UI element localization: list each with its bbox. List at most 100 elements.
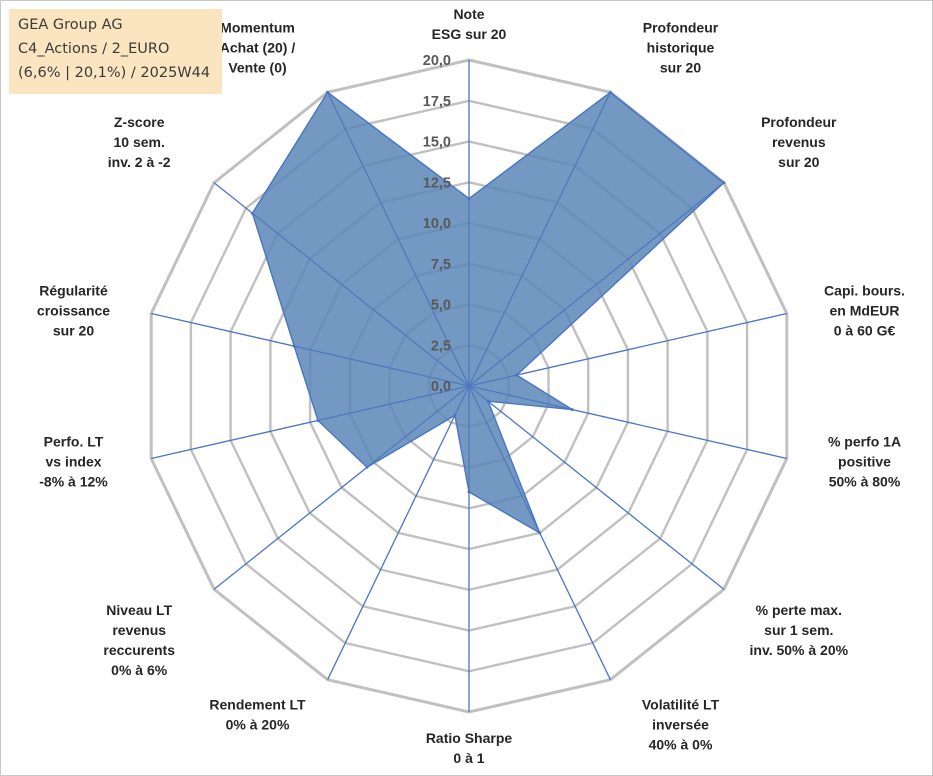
axis-label-line: 50% à 80% (829, 474, 901, 490)
series-spoke-13 (327, 92, 470, 387)
axis-label-line: Vente (0) (228, 60, 286, 76)
axis-label-line: -8% à 12% (39, 474, 108, 490)
axis-label-3: Capi. bours. en MdEUR 0 à 60 G€ (824, 282, 905, 338)
series-spoke-2 (468, 182, 725, 387)
data-point-2 (722, 181, 726, 185)
tick-label-6: 15,0 (423, 135, 451, 151)
tick-label-2: 5,0 (431, 298, 451, 314)
series-spoke-6 (468, 385, 541, 534)
series-spoke-5 (468, 385, 489, 402)
series-spoke-10 (317, 385, 470, 421)
tick-label-8: 20,0 (423, 53, 451, 69)
axis-spoke-8 (327, 385, 470, 680)
company-name: GEA Group AG (18, 17, 123, 33)
axis-label-line: 0 à 1 (453, 750, 484, 766)
axis-label-line: 10 sem. (114, 134, 165, 150)
axis-label-line: 40% à 0% (649, 736, 713, 752)
data-point-13 (326, 90, 330, 94)
axis-label-line: 0 à 60 G€ (834, 322, 896, 338)
axis-label-10: Perfo. LT vs index -8% à 12% (39, 434, 108, 490)
axis-label-line: Ratio Sharpe (426, 730, 513, 746)
axis-label-line: inversée (652, 716, 709, 732)
series-spoke-3 (468, 374, 517, 387)
data-point-4 (570, 408, 574, 412)
axis-label-line: 0% à 6% (111, 662, 168, 678)
axis-label-1: Profondeur historique sur 20 (643, 20, 719, 76)
axis-label-line: Achat (20) / (220, 40, 296, 56)
data-point-8 (453, 413, 457, 417)
tick-label-4: 10,0 (423, 216, 451, 232)
data-point-3 (515, 373, 519, 377)
radar-axis-labels: Note ESG sur 20 Profondeur historique sur 20… (37, 6, 905, 766)
axis-label-line: revenus (112, 622, 166, 638)
tick-label-3: 7,5 (431, 257, 451, 273)
axis-label-line: % perte max. (756, 602, 842, 618)
axis-label-line: Profondeur (761, 114, 837, 130)
data-point-0 (467, 197, 471, 201)
axis-label-line: inv. 2 à -2 (108, 154, 171, 170)
axis-label-0: Note ESG sur 20 (432, 6, 507, 42)
axis-label-line: en MdEUR (830, 302, 900, 318)
axis-label-line: sur 1 sem. (764, 622, 833, 638)
axis-label-line: revenus (772, 134, 826, 150)
axis-label-2: Profondeur revenus sur 20 (761, 114, 837, 170)
axis-spoke-3 (468, 312, 787, 387)
axis-label-7: Ratio Sharpe 0 à 1 (426, 730, 513, 766)
axis-label-line: Rendement LT (209, 696, 306, 712)
data-point-6 (538, 531, 542, 535)
tick-label-0: 0,0 (431, 379, 451, 395)
axis-label-8: Rendement LT 0% à 20% (209, 696, 306, 732)
data-point-5 (486, 399, 490, 403)
tick-label-1: 2,5 (431, 338, 451, 354)
info-box: GEA Group AG C4_Actions / 2_EURO (6,6% |… (9, 9, 222, 94)
series-spoke-11 (294, 345, 470, 387)
axis-label-line: Z-score (114, 114, 165, 130)
series-spoke-4 (468, 385, 573, 411)
axis-label-line: Volatilité LT (642, 696, 720, 712)
axis-label-line: Note (453, 6, 484, 22)
axis-label-line: Profondeur (643, 20, 719, 36)
axis-label-line: Momentum (220, 20, 295, 36)
axis-label-line: sur 20 (660, 60, 701, 76)
axis-label-line: sur 20 (53, 322, 94, 338)
series-spoke-1 (468, 92, 611, 387)
axis-label-13: Momentum Achat (20) / Vente (0) (220, 20, 296, 76)
axis-label-4: % perfo 1A positive 50% à 80% (828, 434, 901, 490)
data-point-9 (365, 465, 369, 469)
axis-label-line: sur 20 (778, 154, 819, 170)
portfolio-name: C4_Actions / 2_EURO (18, 41, 170, 57)
axis-label-line: Régularité (39, 282, 108, 298)
axis-label-line: historique (647, 40, 715, 56)
axis-spoke-5 (468, 385, 725, 590)
axis-label-11: Régularité croissance sur 20 (37, 282, 110, 338)
axis-label-6: Volatilité LT inversée 40% à 0% (642, 696, 720, 752)
radar-series (250, 90, 726, 535)
axis-label-line: vs index (45, 454, 101, 470)
radar-tick-labels: 0,0 2,5 5,0 7,5 10,0 12,5 15,0 17,5 20,0 (423, 53, 451, 395)
axis-label-9: Niveau LT revenus reccurents 0% à 6% (103, 602, 175, 678)
data-point-7 (467, 490, 471, 494)
axis-label-line: positive (838, 454, 891, 470)
axis-label-line: % perfo 1A (828, 434, 901, 450)
data-point-12 (250, 211, 254, 215)
series-spoke-9 (366, 385, 470, 468)
tick-label-7: 17,5 (423, 94, 451, 110)
period-text: (6,6% | 20,1%) / 2025W44 (18, 65, 211, 81)
axis-label-line: Perfo. LT (44, 434, 104, 450)
data-point-11 (292, 344, 296, 348)
series-spoke-12 (252, 212, 470, 387)
tick-label-5: 12,5 (423, 175, 451, 191)
axis-label-line: 0% à 20% (226, 716, 290, 732)
axis-label-5: % perte max. sur 1 sem. inv. 50% à 20% (750, 602, 849, 658)
series-spoke-8 (454, 385, 470, 416)
axis-label-line: reccurents (103, 642, 175, 658)
data-point-1 (608, 90, 612, 94)
axis-label-line: Capi. bours. (824, 282, 905, 298)
axis-label-line: croissance (37, 302, 110, 318)
data-point-10 (316, 419, 320, 422)
axis-label-line: ESG sur 20 (432, 26, 507, 42)
axis-label-line: inv. 50% à 20% (750, 642, 849, 658)
axis-label-12: Z-score 10 sem. inv. 2 à -2 (108, 114, 171, 170)
axis-label-line: Niveau LT (106, 602, 172, 618)
